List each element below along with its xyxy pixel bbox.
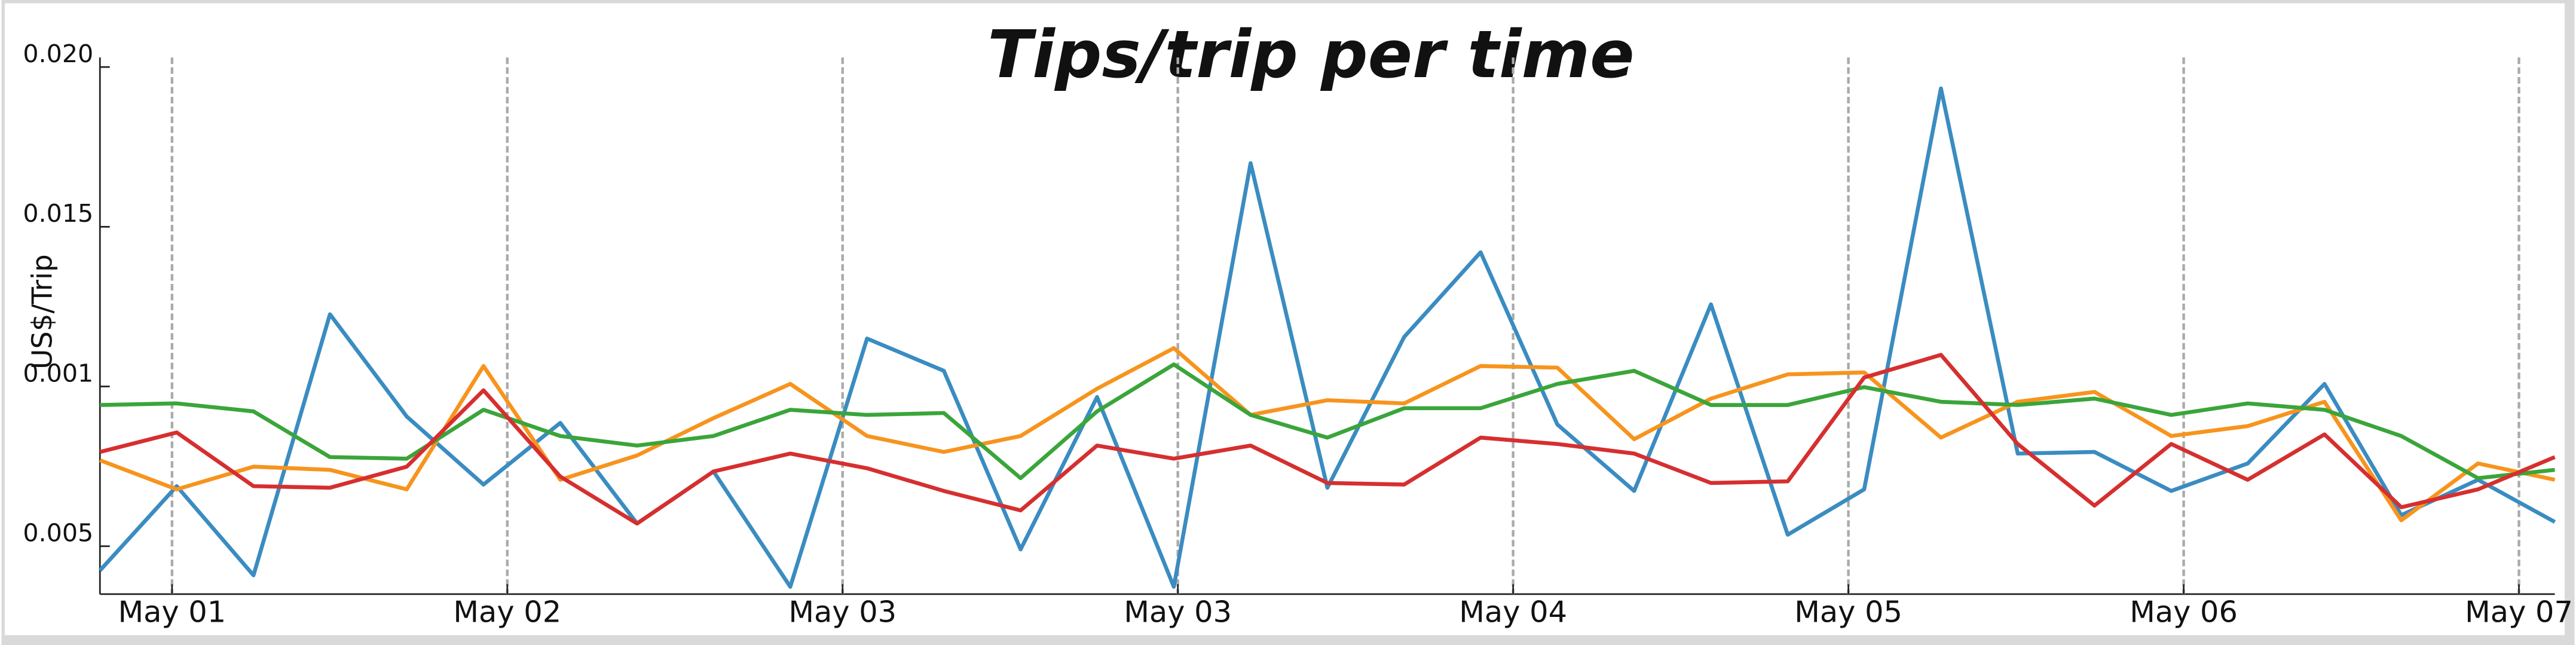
series-line [99, 353, 2556, 526]
x-tick-label: May 02 [453, 594, 561, 629]
chart-background [4, 3, 2565, 635]
x-tick-label: May 05 [1794, 594, 1902, 629]
x-tick-label: May 07 [2465, 594, 2573, 629]
y-tick-label: 0.020 [23, 39, 93, 68]
y-tick-label: 0.001 [23, 359, 93, 387]
x-tick-label: May 03 [1124, 594, 1232, 629]
chart-title: Tips/trip per time [987, 16, 1634, 93]
x-tick-label: May 06 [2130, 594, 2238, 629]
x-tick-label: May 01 [118, 594, 226, 629]
x-tick-label: May 03 [788, 594, 897, 629]
y-tick-label: 0.015 [23, 199, 93, 228]
y-axis-title: US$/Trip [26, 254, 59, 369]
y-tick-label: 0.005 [23, 519, 93, 548]
series-line [98, 86, 2556, 589]
series-line [99, 346, 2556, 522]
x-tick-label: May 04 [1459, 594, 1567, 629]
